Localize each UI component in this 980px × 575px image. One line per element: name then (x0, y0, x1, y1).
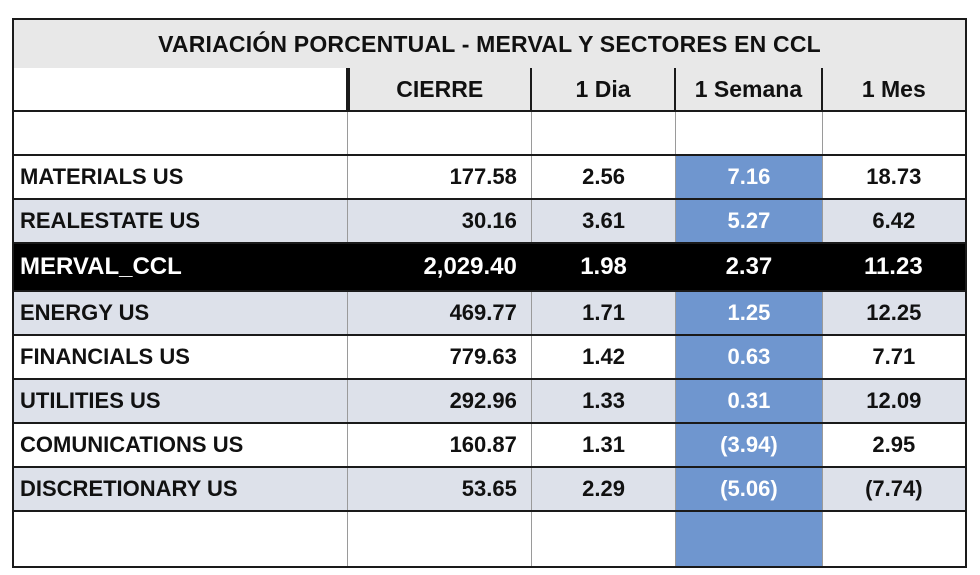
row-1-dia: 1.33 (531, 380, 677, 422)
table-row: COMUNICATIONS US 160.87 1.31 (3.94) 2.95 (14, 424, 965, 468)
table-title: VARIACIÓN PORCENTUAL - MERVAL Y SECTORES… (14, 20, 965, 70)
row-cierre: 53.65 (347, 468, 532, 510)
row-1-semana: 0.31 (676, 380, 823, 422)
row-cierre: 30.16 (347, 200, 532, 242)
header-1-semana: 1 Semana (676, 68, 823, 110)
row-name: MERVAL_CCL (14, 244, 348, 290)
table-row: FINANCIALS US 779.63 1.42 0.63 7.71 (14, 336, 965, 380)
row-1-mes: 6.42 (822, 200, 965, 242)
row-1-dia: 3.61 (531, 200, 677, 242)
row-cierre: 292.96 (347, 380, 532, 422)
blank-cell (347, 112, 532, 154)
row-1-mes: 18.73 (866, 164, 922, 189)
row-1-semana: 1.25 (676, 292, 823, 334)
row-1-mes: 7.71 (872, 344, 916, 369)
row-1-mes: 12.25 (822, 292, 965, 334)
blank-cell (531, 512, 677, 566)
row-1-dia: 1.98 (531, 244, 677, 290)
header-empty (14, 68, 348, 110)
row-1-semana: (5.06) (676, 468, 823, 510)
blank-cell (14, 512, 348, 566)
row-cierre: 160.87 (348, 424, 532, 466)
row-1-semana: 2.37 (676, 244, 823, 290)
blank-cell (14, 112, 348, 154)
row-1-semana: 7.16 (676, 156, 823, 198)
row-name: DISCRETIONARY US (14, 468, 348, 510)
table-row: MATERIALS US 177.58 2.56 7.16 18.73 (14, 156, 965, 200)
row-name: REALESTATE US (14, 200, 348, 242)
blank-row (14, 112, 965, 156)
table-row: DISCRETIONARY US 53.65 2.29 (5.06) (7.74… (14, 468, 965, 512)
row-name: MATERIALS US (14, 156, 348, 198)
row-1-semana: (3.94) (676, 424, 823, 466)
header-cierre: CIERRE (347, 68, 532, 110)
header-1-dia: 1 Dia (531, 68, 677, 110)
blank-cell (676, 112, 823, 154)
row-cierre: 2,029.40 (347, 244, 532, 290)
blank-cell (347, 512, 532, 566)
row-1-mes: (7.74) (822, 468, 965, 510)
row-1-dia: 2.29 (531, 468, 677, 510)
row-cierre: 469.77 (347, 292, 532, 334)
row-name: ENERGY US (14, 292, 348, 334)
row-cierre: 779.63 (348, 336, 532, 378)
row-name: FINANCIALS US (14, 336, 348, 378)
row-1-dia: 1.42 (532, 336, 677, 378)
table-row: UTILITIES US 292.96 1.33 0.31 12.09 (14, 380, 965, 424)
blank-cell (676, 512, 823, 566)
row-1-dia: 2.56 (532, 156, 677, 198)
blank-row (14, 512, 965, 566)
row-1-mes: 11.23 (822, 244, 965, 290)
blank-cell (822, 112, 965, 154)
row-1-dia: 1.31 (532, 424, 677, 466)
header-1-mes: 1 Mes (822, 68, 965, 110)
row-1-semana: 0.63 (676, 336, 823, 378)
blank-cell (531, 112, 677, 154)
header-row: CIERRE 1 Dia 1 Semana 1 Mes (14, 68, 965, 112)
row-1-mes: 12.09 (822, 380, 965, 422)
row-cierre: 177.58 (348, 156, 532, 198)
table-row: REALESTATE US 30.16 3.61 5.27 6.42 (14, 200, 965, 244)
row-1-semana: 5.27 (676, 200, 823, 242)
table-row-merval: MERVAL_CCL 2,029.40 1.98 2.37 11.23 (14, 244, 965, 292)
table-row: ENERGY US 469.77 1.71 1.25 12.25 (14, 292, 965, 336)
row-1-mes: 2.95 (872, 432, 916, 457)
table-frame: VARIACIÓN PORCENTUAL - MERVAL Y SECTORES… (12, 18, 967, 568)
row-name: UTILITIES US (14, 380, 348, 422)
row-name: COMUNICATIONS US (14, 424, 348, 466)
blank-cell (822, 512, 965, 566)
row-1-dia: 1.71 (531, 292, 677, 334)
